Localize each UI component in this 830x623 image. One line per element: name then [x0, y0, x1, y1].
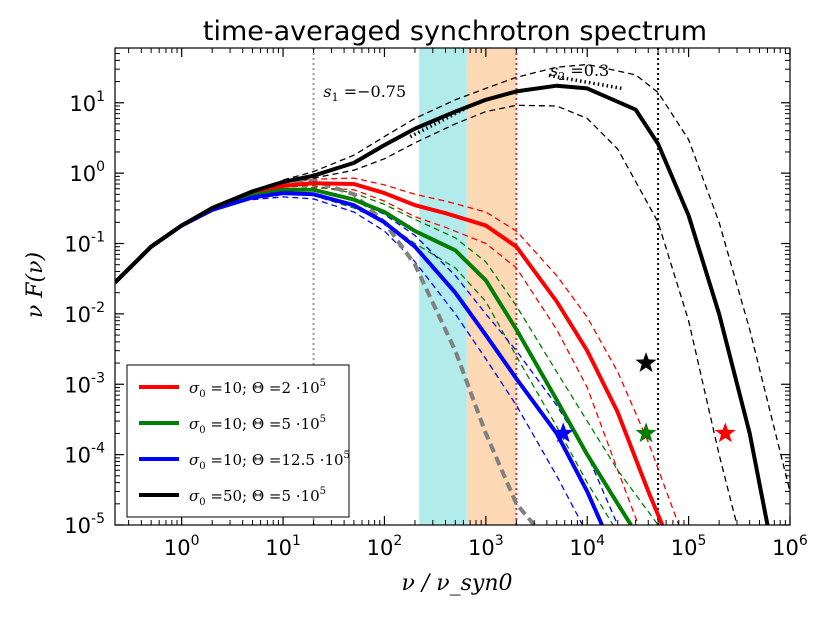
x-tick-label: 101 [265, 533, 301, 560]
x-tick-label: 100 [164, 533, 200, 560]
y-tick-label: 10-1 [64, 230, 105, 257]
x-axis-label: ν / ν_syn0 [401, 571, 512, 596]
x-tick-label: 104 [569, 533, 605, 560]
black-dashed-upper-curve [282, 63, 790, 492]
legend: σ0 =10; Θ =2 ·105 σ0 =10; Θ =5 ·105 σ0 =10… [126, 364, 350, 518]
stars-layer [552, 352, 736, 443]
grey-thick-dashed-curve [115, 178, 536, 525]
red-dashed-lower-curve [252, 187, 640, 525]
annotations-layer: s1 =−0.75 s2 =0.3 [323, 61, 609, 104]
y-tick-label: 10-3 [64, 370, 105, 397]
blue-dashed-lower-curve [252, 196, 584, 525]
x-tick-label: 106 [772, 533, 808, 560]
chart-title: time-averaged synchrotron spectrum [203, 16, 707, 47]
plot-frame [114, 47, 791, 526]
red-star-marker [714, 422, 736, 443]
series-layer [115, 83, 770, 525]
legend-label-1: σ0 =10; Θ =2 ·105 [189, 378, 326, 400]
y-tick-label: 10-5 [64, 511, 105, 538]
ticks-layer: 100 101 102 103 104 105 106 101 100 10-1 10-2 10-3 1… [64, 48, 808, 560]
blue-star-marker [552, 422, 574, 443]
blue-dashed-upper-curve [252, 189, 619, 525]
slope-s2-dotted [548, 73, 623, 91]
legend-label-4: σ0 =50; Θ =5 ·105 [189, 486, 326, 508]
y-tick-label: 101 [69, 89, 105, 116]
x-tick-label: 103 [468, 533, 504, 560]
x-tick-label: 105 [671, 533, 707, 560]
legend-label-3: σ0 =10; Θ =12.5 ·105 [189, 450, 350, 472]
black-dashed-lower-curve [283, 104, 738, 525]
slope-s1-dotted [409, 106, 468, 139]
green-star-marker [635, 422, 657, 443]
y-tick-label: 100 [69, 159, 105, 186]
green-dashed-upper-curve [252, 185, 659, 525]
y-axis-label: ν F(ν) [23, 252, 48, 318]
y-tick-label: 10-4 [64, 441, 105, 468]
x-tick-label: 102 [367, 533, 403, 560]
series-line-4 [115, 83, 770, 525]
black-star-marker [635, 352, 657, 372]
slope-guides-layer [409, 73, 623, 139]
s1-annotation: s1 =−0.75 [323, 82, 406, 104]
s2-annotation: s2 =0.3 [550, 61, 609, 83]
legend-label-2: σ0 =10; Θ =5 ·105 [189, 414, 326, 436]
y-tick-label: 10-2 [64, 300, 105, 327]
legend-box [126, 364, 350, 518]
